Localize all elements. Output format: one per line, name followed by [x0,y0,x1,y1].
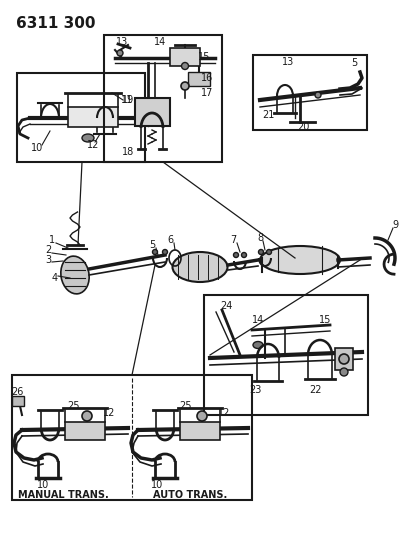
Circle shape [233,253,239,257]
Bar [65,422,105,440]
Bar [204,295,368,415]
Bar [12,375,252,500]
Bar [253,55,367,130]
Text: 1: 1 [49,235,55,245]
Text: 4: 4 [52,273,58,283]
Text: 15: 15 [198,52,210,62]
Ellipse shape [260,246,340,274]
Text: 24: 24 [220,301,232,311]
Text: 8: 8 [257,233,263,243]
Circle shape [181,82,189,90]
Bar [180,422,220,440]
Bar [12,396,24,406]
Text: 14: 14 [154,37,166,47]
Text: 5: 5 [149,240,155,250]
Bar [335,348,353,370]
Bar [68,107,118,127]
Circle shape [340,368,348,376]
Bar [135,98,170,126]
Circle shape [266,249,271,254]
Text: 2: 2 [45,245,51,255]
Text: 5: 5 [351,58,357,68]
Text: 13: 13 [282,57,294,67]
Circle shape [162,249,168,254]
Text: 25: 25 [179,401,191,411]
Bar [188,72,210,86]
Circle shape [339,354,349,364]
Ellipse shape [61,256,89,294]
Text: 21: 21 [262,110,274,120]
Ellipse shape [82,134,94,142]
Text: 14: 14 [252,315,264,325]
Text: 10: 10 [31,143,43,153]
Circle shape [197,411,207,421]
Text: 7: 7 [230,235,236,245]
Text: 15: 15 [319,315,331,325]
Text: 20: 20 [297,122,309,132]
Text: 6311 300: 6311 300 [16,16,95,31]
Text: 9: 9 [392,220,398,230]
Text: 17: 17 [201,88,213,98]
Text: 12: 12 [103,408,115,418]
Text: 19: 19 [122,95,134,105]
Text: MANUAL TRANS.: MANUAL TRANS. [18,490,109,500]
Text: 10: 10 [151,480,163,490]
Text: AUTO TRANS.: AUTO TRANS. [153,490,227,500]
Circle shape [117,50,123,56]
Text: 22: 22 [310,385,322,395]
Text: 10: 10 [37,480,49,490]
Text: 25: 25 [67,401,79,411]
Circle shape [242,253,246,257]
Circle shape [182,62,188,69]
Text: 11: 11 [121,95,133,105]
Bar [170,48,200,66]
Text: 16: 16 [201,73,213,83]
Bar [17,73,145,162]
Circle shape [259,249,264,254]
Bar [104,35,222,162]
Ellipse shape [173,252,228,282]
Text: 23: 23 [249,385,261,395]
Circle shape [153,249,157,254]
Text: 6: 6 [167,235,173,245]
Text: 26: 26 [11,387,23,397]
Circle shape [82,411,92,421]
Text: 3: 3 [45,255,51,265]
Circle shape [315,92,321,98]
Text: 18: 18 [122,147,134,157]
Text: 12: 12 [218,408,230,418]
Text: 13: 13 [116,37,128,47]
Ellipse shape [253,342,263,349]
Text: 12: 12 [87,140,99,150]
